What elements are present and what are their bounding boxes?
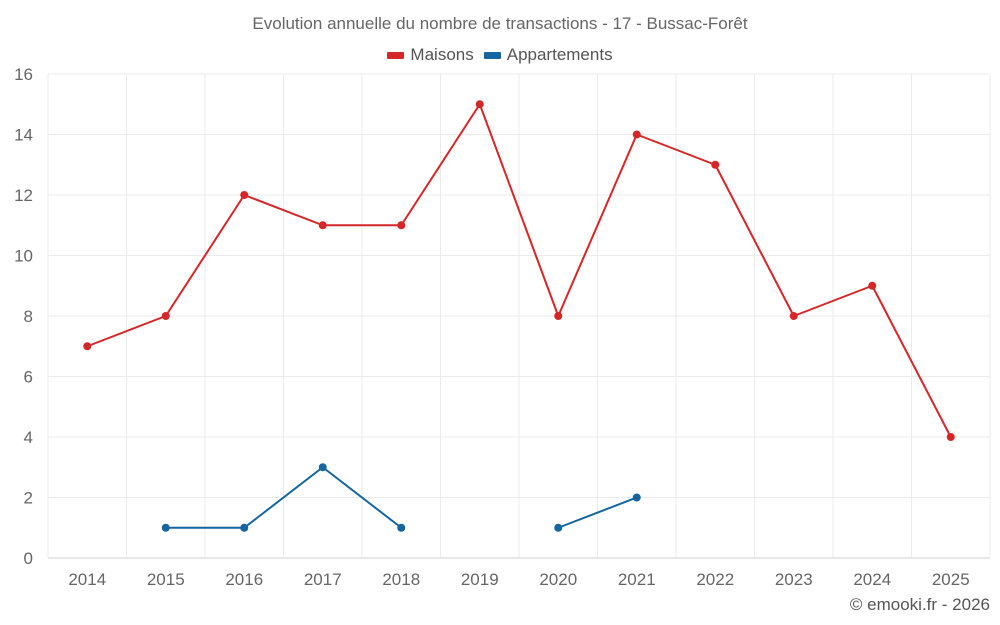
x-tick-label: 2021 xyxy=(618,570,656,589)
x-tick-label: 2014 xyxy=(68,570,106,589)
data-point-appartements xyxy=(318,463,327,472)
data-point-appartements xyxy=(632,493,641,502)
y-tick-label: 16 xyxy=(14,65,33,84)
x-tick-label: 2023 xyxy=(775,570,813,589)
data-point-maisons xyxy=(318,221,327,230)
legend-label-appartements: Appartements xyxy=(506,45,613,64)
x-tick-label: 2020 xyxy=(539,570,577,589)
legend: Maisons Appartements xyxy=(0,45,1000,65)
x-tick-label: 2025 xyxy=(932,570,970,589)
data-point-maisons xyxy=(554,312,563,320)
data-point-appartements xyxy=(240,523,249,532)
x-tick-label: 2024 xyxy=(853,570,891,589)
y-tick-label: 6 xyxy=(24,368,33,387)
x-tick-label: 2015 xyxy=(147,570,185,589)
series-line-appartements xyxy=(165,466,402,529)
data-point-maisons xyxy=(632,130,641,139)
data-point-maisons xyxy=(789,312,798,320)
y-tick-label: 10 xyxy=(14,247,33,266)
credit-text: © emooki.fr - 2026 xyxy=(849,595,990,614)
x-tick-label: 2016 xyxy=(225,570,263,589)
data-point-appartements xyxy=(397,523,406,532)
data-point-maisons xyxy=(83,342,92,351)
chart-title: Evolution annuelle du nombre de transact… xyxy=(252,14,748,33)
legend-swatch-appartements xyxy=(483,51,501,59)
series-line-maisons xyxy=(86,103,952,438)
y-tick-label: 12 xyxy=(14,186,33,205)
data-point-maisons xyxy=(946,433,955,441)
y-tick-label: 0 xyxy=(24,549,33,568)
data-point-appartements xyxy=(554,523,563,532)
data-point-maisons xyxy=(397,221,406,230)
x-tick-label: 2018 xyxy=(382,570,420,589)
data-point-maisons xyxy=(240,191,249,199)
legend-item-appartements[interactable]: Appartements xyxy=(483,45,613,65)
data-point-maisons xyxy=(711,160,720,169)
data-point-appartements xyxy=(161,523,170,532)
data-point-maisons xyxy=(475,100,484,109)
data-point-maisons xyxy=(868,281,877,290)
y-tick-label: 8 xyxy=(24,307,33,326)
y-tick-label: 2 xyxy=(24,489,33,508)
legend-item-maisons[interactable]: Maisons xyxy=(387,45,474,65)
y-tick-label: 4 xyxy=(24,428,33,447)
x-tick-label: 2017 xyxy=(304,570,342,589)
y-tick-label: 14 xyxy=(14,126,33,145)
x-tick-label: 2019 xyxy=(461,570,499,589)
legend-swatch-maisons xyxy=(387,51,405,59)
data-point-maisons xyxy=(161,312,170,320)
legend-label-maisons: Maisons xyxy=(410,45,474,64)
series-line-appartements xyxy=(557,496,638,529)
x-tick-label: 2022 xyxy=(696,570,734,589)
